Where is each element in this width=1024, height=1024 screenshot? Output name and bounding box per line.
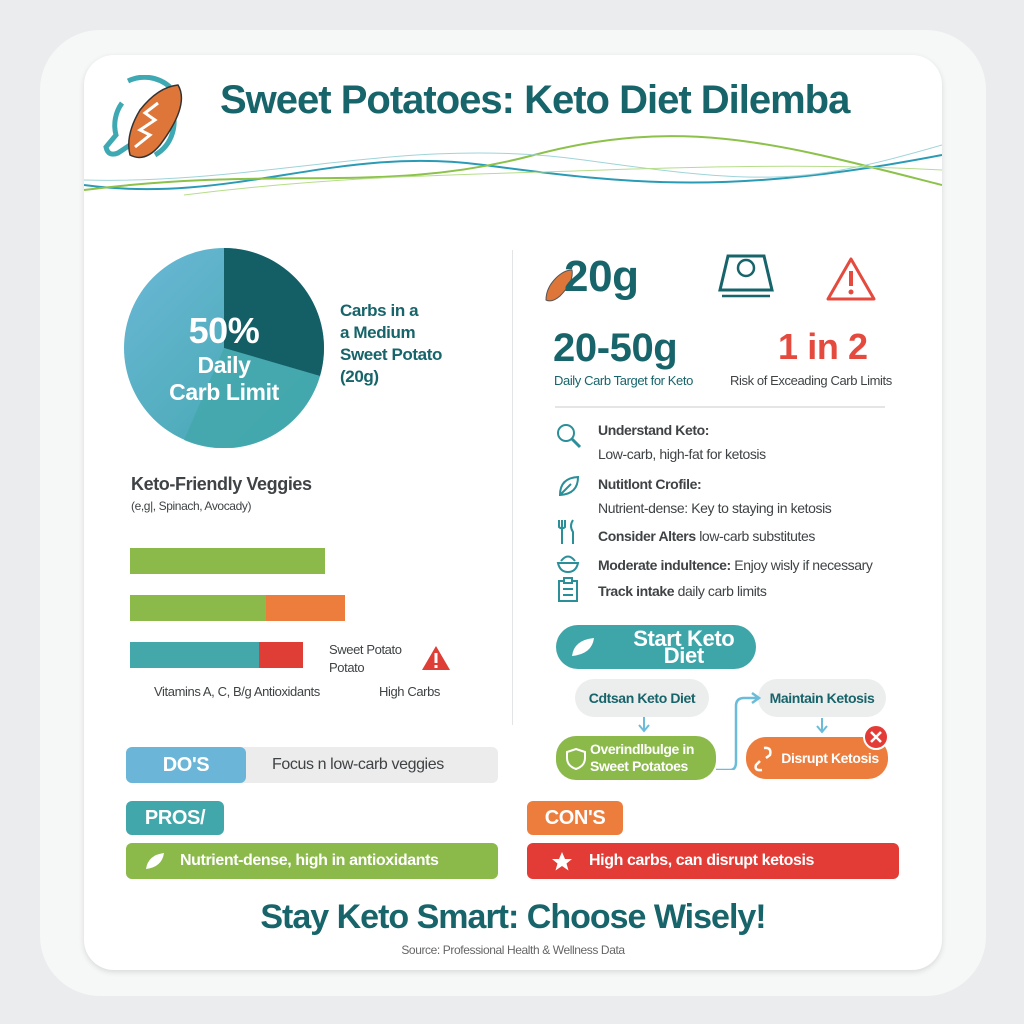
star-icon <box>552 852 572 871</box>
page-title: Sweet Potatoes: Keto Diet Dilemba <box>220 78 850 122</box>
pros-bar: Nutrient-dense, high in antioxidants <box>126 843 498 879</box>
decorative-waves <box>84 135 942 196</box>
sweet-potato-label-line: Potato <box>329 660 365 675</box>
tip-title: Understand Keto: <box>598 422 710 438</box>
bowl-icon <box>556 555 580 574</box>
side-label-line: (20g) <box>340 367 379 386</box>
magnifier-icon <box>557 424 582 449</box>
leaf-icon <box>558 475 580 497</box>
tip-title: Consider Alters <box>598 528 696 544</box>
cons-label: CON'S <box>527 801 623 835</box>
side-label-line: a Medium <box>340 323 416 342</box>
tip-text: Enjoy wisly if necessary <box>730 557 873 573</box>
cons-text: High carbs, can disrupt ketosis <box>589 852 814 869</box>
flow-step-maintain-ketosis: Maintain Ketosis <box>758 679 886 717</box>
pie-side-label: Carbs in a a Medium Sweet Potato (20g) <box>340 300 442 388</box>
risk-label: Risk of Exceading Carb Limits <box>730 373 892 388</box>
stats-divider <box>555 406 885 408</box>
flow-step-overindulge: Overindlbulge in Sweet Potatoes <box>556 736 716 780</box>
cons-bar: High carbs, can disrupt ketosis <box>527 843 899 879</box>
clipboard-icon <box>558 577 578 602</box>
leaf-icon <box>146 853 164 869</box>
tip-title: Nutitlont Crofile: <box>598 476 702 492</box>
alert-triangle-icon <box>826 257 876 301</box>
pie-label-line2: Carb Limit <box>169 379 279 405</box>
infographic-card <box>84 55 942 970</box>
column-divider <box>512 250 513 725</box>
bar-segment <box>130 642 259 668</box>
warning-icon <box>422 646 450 670</box>
utensils-icon <box>558 519 574 544</box>
pie-label: 50% Daily Carb Limit <box>124 310 324 406</box>
close-icon <box>863 724 889 750</box>
carbs-value: 20g <box>564 252 639 301</box>
side-label-line: Sweet Potato <box>340 345 442 364</box>
tip-text: Low-carb, high-fat for ketosis <box>598 446 766 462</box>
bar-segment <box>266 595 345 621</box>
footer-source: Source: Professional Health & Wellness D… <box>401 943 625 957</box>
bar-segment <box>259 642 303 668</box>
bar-row <box>130 548 325 574</box>
flow-arrows <box>638 691 762 770</box>
footer-tagline: Stay Keto Smart: Choose Wisely! <box>260 898 766 936</box>
bar-row <box>130 595 345 621</box>
risk-value: 1 in 2 <box>778 326 868 367</box>
dos-text: Focus n low-carb veggies <box>272 756 444 773</box>
flow-step-keto-diet: Cdtsan Keto Diet <box>575 679 709 717</box>
start-keto-button[interactable]: Start Keto Diet <box>556 625 756 669</box>
sweet-potato-label: Sweet Potato Potato <box>329 641 402 677</box>
scale-icon <box>718 254 774 298</box>
tip-title: Moderate indultence: <box>598 557 731 573</box>
tip-text: low-carb substitutes <box>695 528 815 544</box>
vitamins-label: Vitamins A, C, B/g Antioxidants <box>154 684 320 699</box>
tip-title: Track intake <box>598 583 675 599</box>
flow-step-disrupt-ketosis: Disrupt Ketosis <box>746 737 888 779</box>
sweet-potato-icon <box>545 269 573 302</box>
pie-slice-mid <box>184 348 320 448</box>
side-label-line: Carbs in a <box>340 301 419 320</box>
dos-label: DO'S <box>126 747 246 783</box>
veggies-subtitle: (e,g|, Spinach, Avocady) <box>131 499 252 513</box>
leaf-icon <box>572 638 594 656</box>
target-label: Daily Carb Target for Keto <box>554 373 693 388</box>
sweet-potato-logo-icon <box>103 75 183 159</box>
target-value: 20-50g <box>553 326 678 370</box>
shield-icon <box>566 748 586 770</box>
start-keto-label: Start Keto Diet <box>633 626 735 668</box>
broken-chain-icon <box>754 746 772 772</box>
veggies-title: Keto-Friendly Veggies <box>131 474 312 494</box>
pros-text: Nutrient-dense, high in antioxidants <box>180 852 439 869</box>
sweet-potato-label-line: Sweet Potato <box>329 642 402 657</box>
pie-label-line1: Daily <box>197 352 251 378</box>
flow-step-overindulge-label: Overindlbulge in Sweet Potatoes <box>590 741 695 774</box>
bar-row <box>130 642 303 668</box>
tip-text: Nutrient-dense: Key to staying in ketosi… <box>598 500 832 516</box>
tip-text: daily carb limits <box>674 583 767 599</box>
pie-chart <box>124 248 324 448</box>
bar-segment <box>130 548 325 574</box>
pie-percent: 50% <box>188 310 260 351</box>
bar-segment <box>130 595 266 621</box>
pie-slice-dark <box>224 248 324 376</box>
arrow-down-icon <box>816 718 828 734</box>
high-carbs-label: High Carbs <box>379 684 441 699</box>
pros-label: PROS/ <box>126 801 224 835</box>
